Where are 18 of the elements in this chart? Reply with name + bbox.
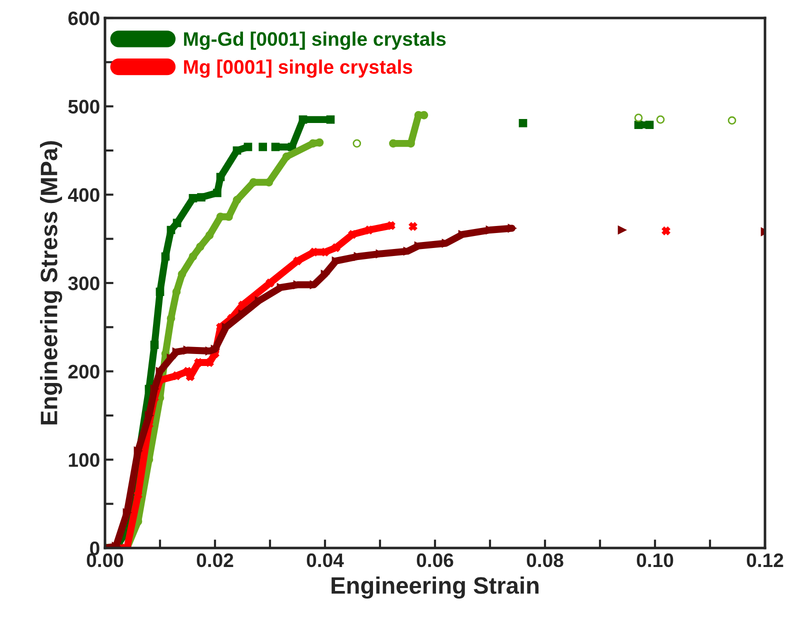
y-tick-label: 200 [68, 364, 100, 379]
legend-label: Mg-Gd [0001] single crystals [184, 32, 446, 50]
x-tick-label: 0.08 [526, 553, 564, 568]
y-tick-label: 300 [68, 276, 100, 290]
y-tick-label: 0 [90, 541, 100, 556]
x-tick-label: 0.06 [416, 553, 454, 568]
x-tick-label: 0.04 [306, 553, 344, 568]
y-axis-title: Engineering Stress (MPa) [40, 141, 62, 424]
legend-label: Mg [0001] single crystals [184, 60, 412, 78]
x-tick-label: 0.10 [636, 553, 674, 568]
y-tick-label: 400 [68, 188, 100, 202]
x-axis-title: Engineering Strain [332, 576, 538, 599]
y-tick-label: 500 [68, 100, 100, 114]
y-tick-label: 100 [68, 453, 100, 467]
y-tick-label: 600 [68, 11, 100, 26]
x-tick-label: 0.02 [196, 553, 234, 568]
x-tick-label: 0.00 [86, 553, 124, 568]
x-tick-label: 0.12 [746, 553, 784, 568]
